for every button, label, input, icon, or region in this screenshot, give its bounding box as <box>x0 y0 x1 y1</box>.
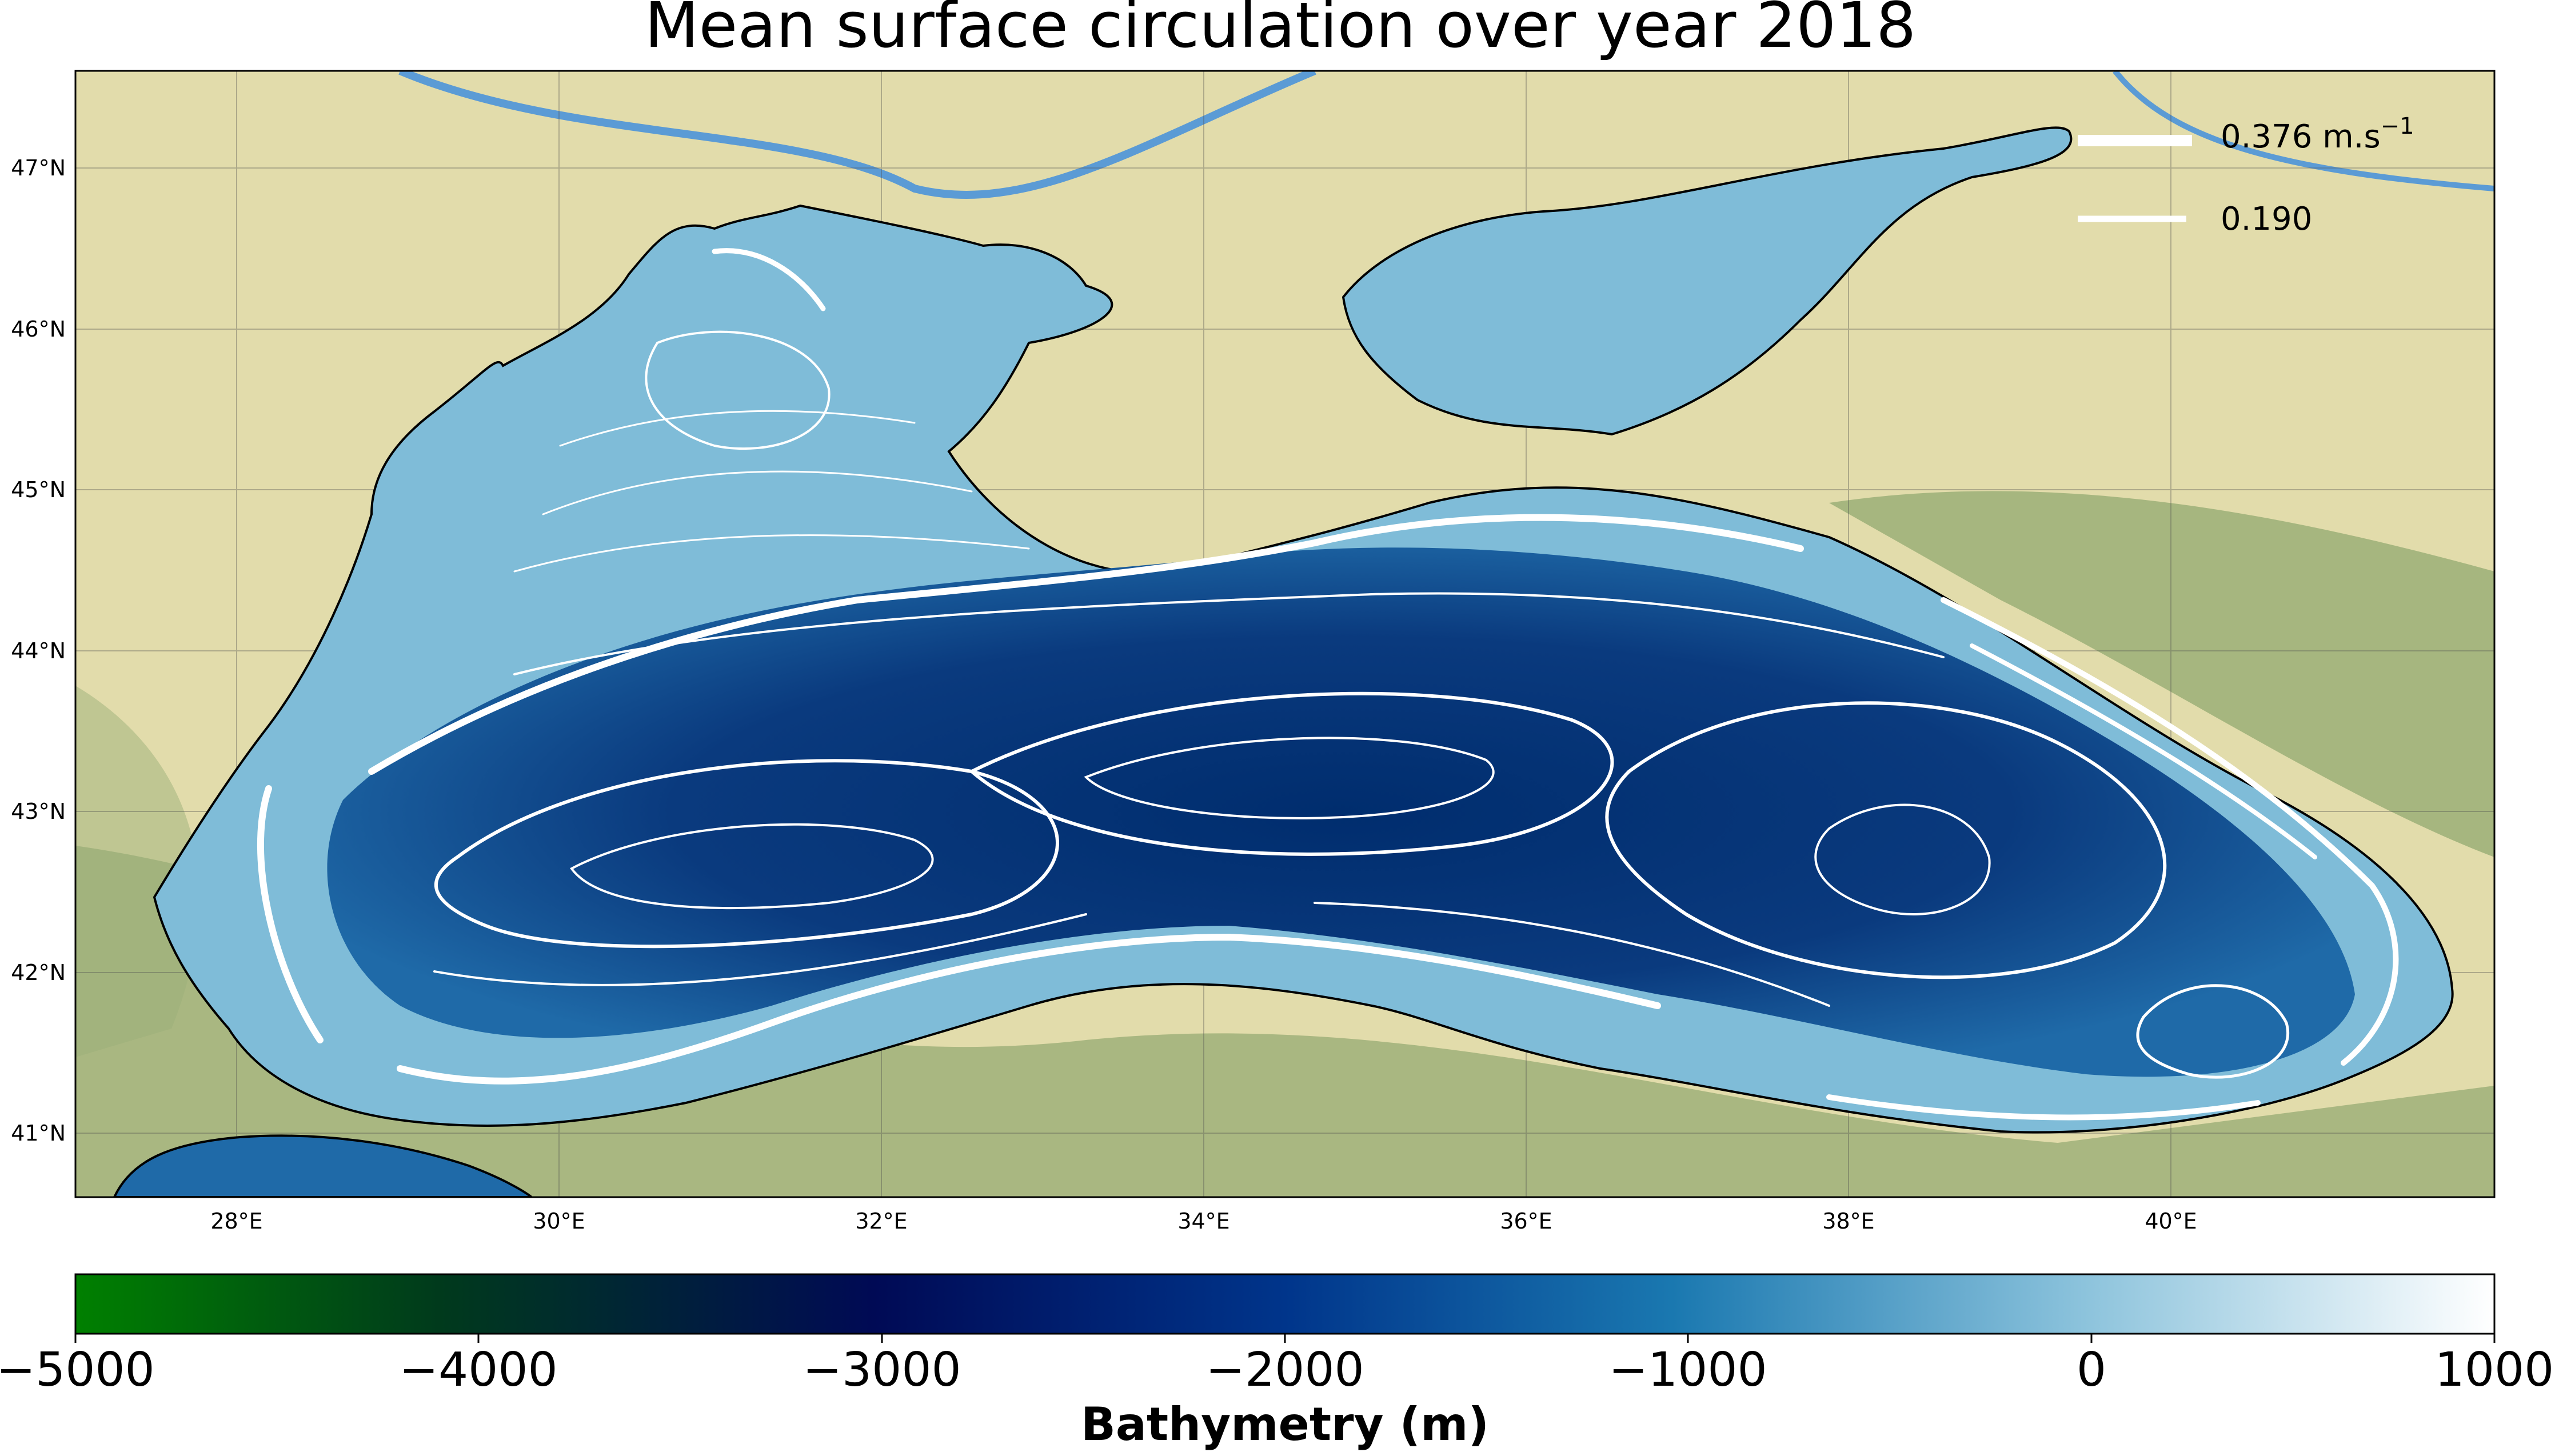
colorbar-gradient <box>74 1273 2496 1335</box>
nw-shelf-flow-2 <box>513 534 1030 573</box>
colorbar-tick-label: −1000 <box>1608 1343 1767 1397</box>
central-gyre-inner <box>1084 737 1495 819</box>
nw-shelf-flow-1 <box>542 470 973 515</box>
colorbar-tick-labels: −5000 −4000 −3000 −2000 −1000 0 1000 <box>0 1343 2551 1397</box>
lon-tick-label: 32°E <box>855 1209 907 1234</box>
rim-current-southeast <box>1826 1094 2261 1121</box>
rim-current-north <box>368 514 1804 775</box>
colorbar-tick-label: −3000 <box>803 1343 961 1397</box>
batumi-eddy <box>2136 984 2289 1079</box>
bathymetry-colorbar: −5000 −4000 −3000 −2000 −1000 0 1000 Bat… <box>0 1273 2551 1451</box>
lat-tick-label: 46°N <box>11 317 66 342</box>
lat-tick-label: 44°N <box>11 638 66 663</box>
interior-flow-2 <box>433 913 1087 986</box>
figure-title: Mean surface circulation over year 2018 <box>645 0 1916 62</box>
colorbar-tick-label: −5000 <box>0 1343 155 1397</box>
lat-tick-label: 41°N <box>11 1121 66 1146</box>
surface-current-streamlines <box>257 248 2399 1121</box>
river-dnieper <box>398 71 1316 199</box>
relief-caucasus <box>1829 491 2494 857</box>
northeast-flow <box>1970 643 2317 859</box>
colorbar-tick-label: 0 <box>2077 1343 2106 1397</box>
longitude-axis: 28°E 30°E 32°E 34°E 36°E 38°E 40°E <box>210 1209 2197 1234</box>
colorbar-ticks <box>74 1334 2496 1343</box>
lon-tick-label: 36°E <box>1500 1209 1552 1234</box>
central-gyre-loop <box>968 691 1614 856</box>
colorbar-tick-label: −4000 <box>399 1343 557 1397</box>
speed-legend: 0.376 m.s−1 0.190 <box>2078 113 2414 238</box>
lon-tick-label: 30°E <box>533 1209 585 1234</box>
latitude-axis: 47°N 46°N 45°N 44°N 43°N 42°N 41°N <box>11 155 66 1146</box>
lat-tick-label: 47°N <box>11 155 66 181</box>
nw-shelf-flow-3 <box>559 410 916 447</box>
lat-tick-label: 42°N <box>11 960 66 985</box>
map-panel <box>75 71 2494 1197</box>
western-gyre-loop <box>434 759 1059 949</box>
lon-tick-label: 40°E <box>2145 1209 2197 1234</box>
relief-balkans <box>75 686 199 1057</box>
nw-shelf-current <box>712 248 826 311</box>
legend-label-fast: 0.376 m.s−1 <box>2221 113 2414 155</box>
colorbar-tick-label: −2000 <box>1205 1343 1364 1397</box>
interior-flow-1 <box>513 592 1945 675</box>
nw-shelf-gyre <box>645 330 831 450</box>
sea-of-azov <box>1342 126 2073 436</box>
rim-current-south <box>397 933 1661 1085</box>
colorbar-label: Bathymetry (m) <box>1081 1398 1489 1451</box>
eastern-eddy-1 <box>1814 803 1991 915</box>
lat-tick-label: 43°N <box>11 799 66 824</box>
lat-tick-label: 45°N <box>11 477 66 502</box>
relief-pontic-mountains <box>75 846 2494 1197</box>
rim-current-west <box>257 785 324 1043</box>
eastern-gyre-loop <box>1605 701 2167 979</box>
black-sea-deep-basin <box>327 547 2356 1077</box>
western-gyre-inner <box>570 823 934 910</box>
river-don <box>2113 71 2494 191</box>
rim-current-east <box>1941 597 2399 1066</box>
lon-tick-label: 34°E <box>1177 1209 1229 1234</box>
lon-tick-label: 28°E <box>210 1209 262 1234</box>
lon-tick-label: 38°E <box>1822 1209 1874 1234</box>
legend-label-slow: 0.190 <box>2221 201 2312 238</box>
interior-flow-3 <box>1314 902 1830 1007</box>
colorbar-tick-label: 1000 <box>2435 1343 2551 1397</box>
sea-of-marmara <box>113 1134 534 1197</box>
map-border <box>74 70 2496 1198</box>
